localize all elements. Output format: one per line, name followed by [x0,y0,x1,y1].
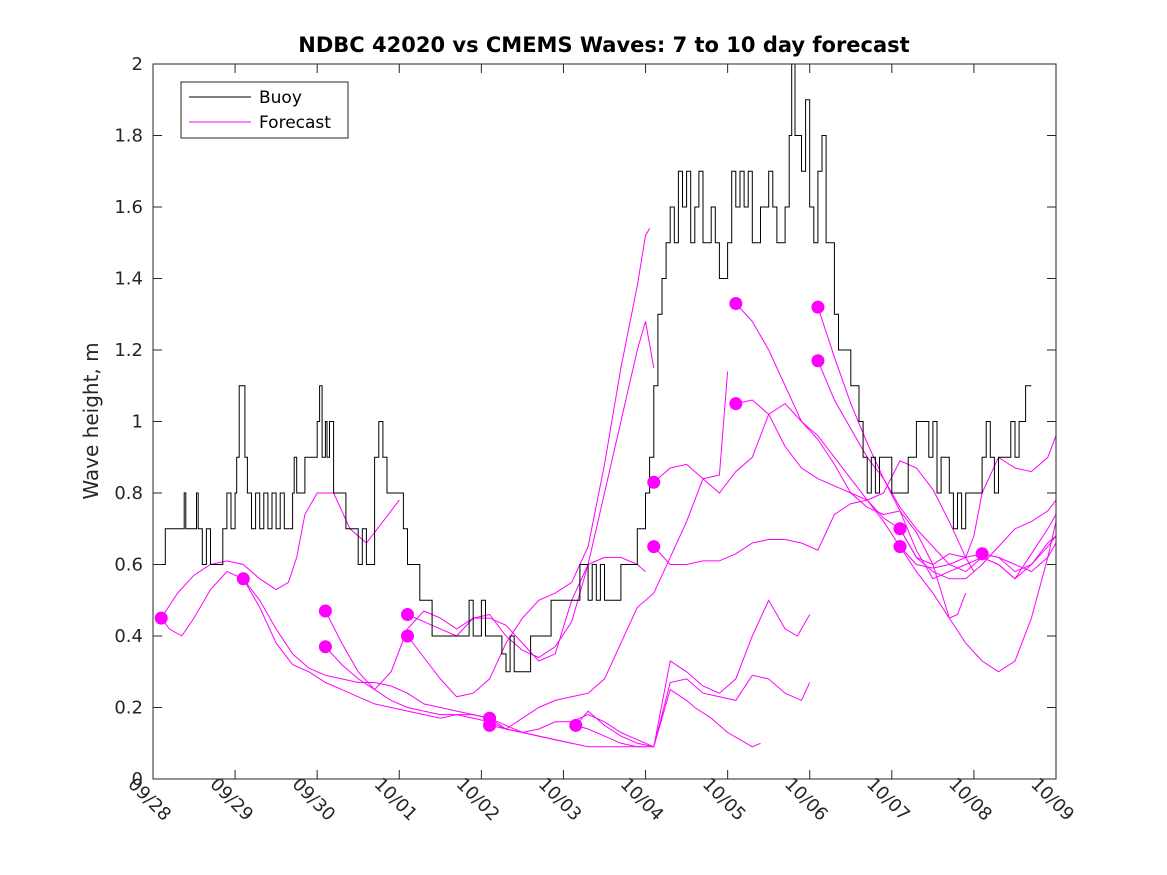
forecast-start-marker-18 [975,547,989,561]
forecast-start-marker-6 [400,629,414,643]
forecast-line-13 [653,460,975,572]
forecast-start-marker-15 [811,354,825,368]
forecast-line-3 [242,578,572,744]
forecast-start-marker-9 [569,718,583,732]
forecast-line-18 [899,435,1057,566]
forecast-start-markers [154,297,989,732]
forecast-start-marker-2 [236,572,250,586]
forecast-start-marker-14 [811,300,825,314]
forecast-line-2 [160,492,400,619]
y-axis-label: Wave height, m [79,342,103,499]
y-axis: 0 0.2 0.4 0.6 0.8 1 1.2 1.4 1.6 1.8 2 [114,54,1056,790]
forecast-line-16 [817,306,1057,580]
buoy-line [153,63,1032,673]
forecast-start-marker-8 [483,718,497,732]
forecast-line-7 [407,228,651,698]
forecast-line-20 [981,542,1057,573]
forecast-line-12 [653,402,967,619]
y-tick-label: 1.8 [114,126,143,147]
forecast-start-marker-17 [893,540,907,554]
y-tick-label: 1.6 [114,197,143,218]
y-tick-label: 0 [132,769,143,790]
forecast-start-marker-5 [400,608,414,622]
buoy-series-group [153,63,1032,673]
y-tick-label: 1.4 [114,269,143,290]
legend: Buoy Forecast [180,81,349,139]
forecast-line-6 [407,321,655,659]
legend-box [180,81,349,139]
forecast-start-marker-10 [647,475,661,489]
forecast-start-marker-12 [729,297,743,311]
forecast-line-1 [160,570,490,719]
y-tick-label: 0.2 [114,698,143,719]
legend-forecast-label: Forecast [259,113,331,133]
forecast-start-marker-4 [318,640,332,654]
forecast-line-10 [575,599,811,748]
chart-title: NDBC 42020 vs CMEMS Waves: 7 to 10 day f… [298,33,909,57]
forecast-start-marker-13 [729,397,743,411]
y-tick-label: 1.2 [114,340,143,361]
y-tick-label: 2 [132,54,143,75]
y-tick-label: 0.4 [114,626,143,647]
forecast-line-11 [575,688,761,748]
y-tick-label: 0.6 [114,555,143,576]
forecast-line-17 [817,360,1057,580]
legend-buoy-label: Buoy [259,88,302,108]
forecast-start-marker-11 [647,540,661,554]
forecast-start-marker-16 [893,522,907,536]
y-tick-label: 0.8 [114,483,143,504]
forecast-start-marker-3 [318,604,332,618]
forecast-start-marker-1 [154,611,168,625]
forecast-line-9 [489,371,729,730]
forecast-line-5 [325,556,646,691]
y-tick-label: 1 [132,412,143,433]
